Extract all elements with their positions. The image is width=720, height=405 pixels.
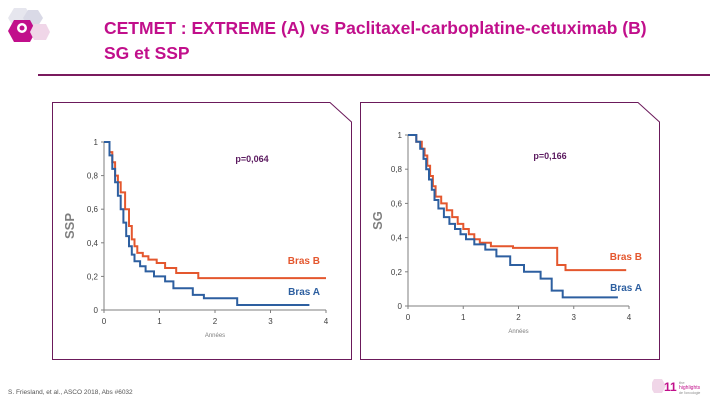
p-value-annotation: p=0,064 bbox=[235, 154, 268, 164]
sg-chart: 0 0,2 0,4 0,6 0,8 1 0 1 2 3 4 Années SG Bras B Bras A p… bbox=[360, 102, 660, 360]
x-tick-label: 2 bbox=[213, 317, 218, 326]
svg-text:11: 11 bbox=[664, 380, 677, 394]
y-tick-label: 0,6 bbox=[391, 199, 403, 208]
y-tick-label: 0,2 bbox=[87, 272, 99, 281]
y-tick-label: 0,6 bbox=[87, 205, 99, 214]
y-tick-label: 0,4 bbox=[87, 239, 99, 248]
conference-logo bbox=[8, 8, 50, 42]
x-tick-label: 4 bbox=[324, 317, 329, 326]
series-label: Bras B bbox=[610, 252, 642, 263]
x-tick-label: 1 bbox=[157, 317, 162, 326]
highlights-logo: 11 the highlights de l'oncologie bbox=[652, 379, 701, 395]
ssp-chart: 0 0,2 0,4 0,6 0,8 1 0 1 2 3 4 Années SSP Bras B Bras A… bbox=[52, 102, 352, 360]
x-tick-label: 4 bbox=[627, 313, 632, 322]
y-tick-label: 0,8 bbox=[391, 165, 403, 174]
chart-frame bbox=[52, 102, 352, 360]
title-underline bbox=[38, 74, 710, 76]
km-curve-bras-a bbox=[408, 134, 618, 299]
y-tick-label: 1 bbox=[94, 138, 99, 147]
chart-frame bbox=[360, 102, 660, 360]
km-curve-bras-b bbox=[408, 134, 627, 272]
y-tick-label: 0,8 bbox=[87, 172, 99, 181]
y-tick-label: 0,2 bbox=[391, 268, 403, 277]
x-tick-label: 2 bbox=[516, 313, 521, 322]
svg-text:highlights: highlights bbox=[679, 385, 701, 391]
y-axis-label: SSP bbox=[62, 213, 77, 239]
title-line-2: SG et SSP bbox=[104, 43, 190, 63]
citation: S. Friesland, et al., ASCO 2018, Abs #60… bbox=[8, 389, 133, 396]
x-axis-label: Années bbox=[508, 329, 528, 335]
y-tick-label: 0 bbox=[94, 306, 99, 315]
series-label: Bras A bbox=[288, 287, 320, 298]
svg-text:de l'oncologie: de l'oncologie bbox=[679, 391, 700, 395]
x-tick-label: 1 bbox=[461, 313, 466, 322]
svg-text:the: the bbox=[679, 380, 685, 385]
km-curve-bras-a bbox=[104, 141, 310, 306]
x-tick-label: 3 bbox=[572, 313, 577, 322]
y-axis-label: SG bbox=[370, 211, 385, 230]
series-label: Bras A bbox=[610, 283, 642, 294]
y-tick-label: 0 bbox=[398, 302, 403, 311]
x-tick-label: 0 bbox=[406, 313, 411, 322]
title-line-1: CETMET : EXTREME (A) vs Paclitaxel-carbo… bbox=[104, 18, 647, 38]
x-tick-label: 3 bbox=[268, 317, 273, 326]
y-tick-label: 0,4 bbox=[391, 234, 403, 243]
p-value-annotation: p=0,166 bbox=[533, 151, 566, 161]
y-tick-label: 1 bbox=[398, 131, 403, 140]
x-axis-label: Années bbox=[205, 333, 225, 339]
x-tick-label: 0 bbox=[102, 317, 107, 326]
slide-title: CETMET : EXTREME (A) vs Paclitaxel-carbo… bbox=[104, 16, 704, 66]
series-label: Bras B bbox=[288, 256, 320, 267]
